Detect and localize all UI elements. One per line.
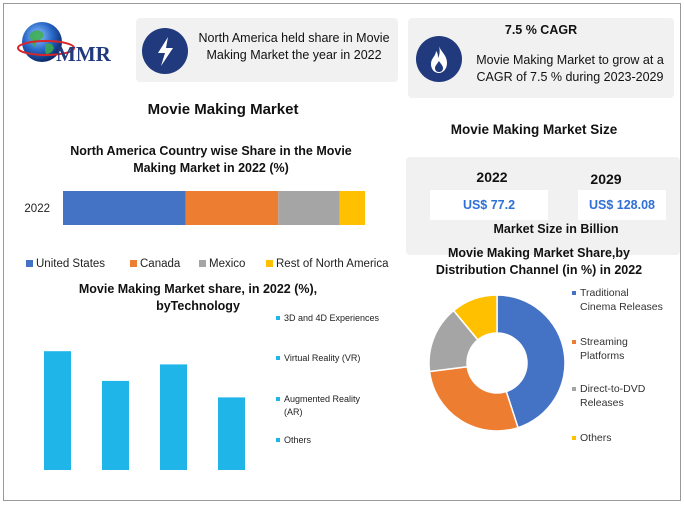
main-title: Movie Making Market bbox=[147, 101, 299, 118]
country-share-chart: 2022 United States Canada Mexico Rest of Nor… bbox=[24, 191, 389, 270]
chart-2-title: Movie Making Market share, in 2022 (%), … bbox=[78, 282, 318, 313]
info-box-north-america: North America held share in Movie Making… bbox=[136, 18, 398, 82]
technology-share-chart: 3D and 4D Experiences Virtual Reality (VR… bbox=[44, 313, 380, 470]
market-size-title: Movie Making Market Size bbox=[450, 122, 618, 137]
legend-label-4: Rest of North America bbox=[276, 258, 389, 270]
chart-1-title: North America Country wise Share in the … bbox=[70, 144, 352, 175]
legend-swatch-1 bbox=[276, 316, 280, 320]
cagr-title: 7.5 % CAGR bbox=[504, 23, 578, 37]
legend-label-2: Streaming Platforms bbox=[580, 336, 628, 362]
legend-swatch-2 bbox=[130, 260, 137, 267]
legend-label-1: Traditional Cinema Releases bbox=[580, 287, 663, 313]
legend-swatch-2 bbox=[572, 340, 576, 344]
info-box-cagr: 7.5 % CAGR Movie Making Market to grow a… bbox=[408, 18, 674, 98]
infographic-frame: MMR North America held share in Movie Ma… bbox=[3, 3, 681, 501]
category-label: 2022 bbox=[24, 203, 50, 215]
bar-segment-4 bbox=[339, 191, 365, 225]
market-size-value-2029: US$ 128.08 bbox=[578, 190, 666, 220]
legend-swatch-2 bbox=[276, 356, 280, 360]
info-box-1-text: North America held share in Movie Making… bbox=[198, 31, 390, 62]
bar-4 bbox=[218, 397, 245, 470]
donut-slice-4 bbox=[452, 294, 498, 341]
globe-icon bbox=[17, 22, 75, 62]
bar-segment-2 bbox=[185, 191, 279, 225]
bar-2 bbox=[102, 380, 129, 470]
market-size-year-2029: 2029 bbox=[590, 171, 622, 187]
legend-label-1: United States bbox=[36, 258, 105, 270]
market-size-value-2022: US$ 77.2 bbox=[430, 190, 548, 220]
lightning-bolt-icon bbox=[142, 28, 188, 74]
legend-swatch-4 bbox=[266, 260, 273, 267]
legend-swatch-1 bbox=[26, 260, 33, 267]
legend-label-2: Virtual Reality (VR) bbox=[284, 353, 360, 363]
legend-swatch-3 bbox=[276, 397, 280, 401]
legend-swatch-4 bbox=[572, 436, 576, 440]
flame-icon bbox=[416, 36, 462, 82]
chart-3-title: Movie Making Market Share,by Distributio… bbox=[435, 246, 643, 277]
legend-label-3: Direct-to-DVD Releases bbox=[580, 383, 646, 409]
market-size-caption: Market Size in Billion bbox=[493, 222, 619, 236]
donut-slice-2 bbox=[428, 365, 519, 432]
legend-label-3: Augmented Reality (AR) bbox=[284, 394, 361, 417]
legend-label-4: Others bbox=[580, 432, 612, 444]
legend-swatch-4 bbox=[276, 438, 280, 442]
bar-segment-3 bbox=[278, 191, 340, 225]
legend-label-1: 3D and 4D Experiences bbox=[284, 313, 380, 323]
legend-label-4: Others bbox=[284, 435, 312, 445]
logo: MMR bbox=[12, 18, 140, 66]
info-box-2-text: Movie Making Market to grow at a CAGR of… bbox=[476, 53, 664, 84]
distribution-channel-chart: Traditional Cinema Releases Streaming Platf… bbox=[428, 287, 663, 444]
market-size-year-2022: 2022 bbox=[476, 169, 508, 185]
legend-swatch-3 bbox=[199, 260, 206, 267]
market-size-panel: 2022 2029 US$ 77.2 US$ 128.08 Market Siz… bbox=[406, 157, 680, 255]
legend-label-3: Mexico bbox=[209, 258, 245, 270]
legend-label-2: Canada bbox=[140, 258, 181, 270]
bar-segment-1 bbox=[63, 191, 186, 225]
bar-1 bbox=[44, 351, 71, 470]
bar-3 bbox=[160, 364, 187, 470]
legend-swatch-3 bbox=[572, 387, 576, 391]
legend-swatch-1 bbox=[572, 291, 576, 295]
donut-slice-1 bbox=[496, 294, 566, 429]
logo-text: MMR bbox=[56, 42, 111, 66]
